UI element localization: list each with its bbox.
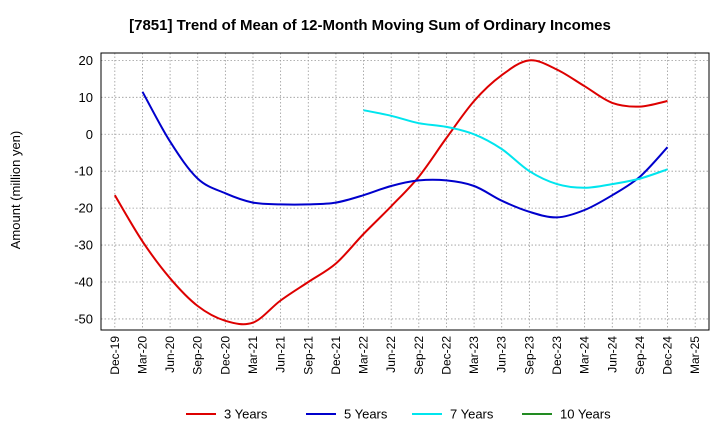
chart-title: [7851] Trend of Mean of 12-Month Moving …	[129, 17, 611, 34]
x-tick-label: Dec-20	[218, 336, 232, 375]
x-tick-label: Sep-20	[191, 336, 205, 375]
y-tick-label: -20	[74, 201, 93, 216]
x-tick-label: Mar-21	[246, 336, 260, 374]
x-tick-label: Dec-24	[661, 336, 675, 375]
x-tick-label: Mar-24	[578, 336, 592, 374]
y-axis-ticks: 20 10 0 -10 -20 -30 -40 -50	[74, 53, 93, 327]
x-tick-label: Mar-22	[357, 336, 371, 374]
legend: 3 Years 5 Years 7 Years 10 Years	[186, 407, 611, 422]
y-tick-label: 10	[79, 90, 93, 105]
legend-label: 5 Years	[344, 407, 388, 422]
y-tick-label: -50	[74, 311, 93, 326]
x-tick-label: Dec-21	[329, 336, 343, 375]
x-tick-label: Mar-20	[135, 336, 149, 374]
legend-label: 3 Years	[224, 407, 268, 422]
x-tick-label: Dec-22	[439, 336, 453, 375]
legend-item-10-years: 10 Years	[522, 407, 611, 422]
x-tick-label: Sep-23	[522, 336, 536, 375]
y-axis-label: Amount (million yen)	[8, 131, 23, 250]
x-tick-label: Jun-22	[384, 336, 398, 373]
x-tick-label: Dec-23	[550, 336, 564, 375]
x-tick-label: Sep-21	[301, 336, 315, 375]
legend-item-3-years: 3 Years	[186, 407, 268, 422]
series-line-3-years	[113, 59, 668, 326]
legend-label: 7 Years	[450, 407, 494, 422]
y-tick-label: 20	[79, 53, 93, 68]
x-tick-label: Jun-23	[495, 336, 509, 373]
x-tick-label: Jun-24	[605, 336, 619, 373]
y-tick-label: -40	[74, 274, 93, 289]
legend-label: 10 Years	[560, 407, 611, 422]
x-tick-label: Dec-19	[108, 336, 122, 375]
x-tick-label: Sep-22	[412, 336, 426, 375]
plot-area	[100, 52, 710, 331]
x-tick-label: Sep-24	[633, 336, 647, 375]
y-tick-label: -30	[74, 238, 93, 253]
legend-item-7-years: 7 Years	[412, 407, 494, 422]
x-tick-label: Jun-20	[163, 336, 177, 373]
series-lines	[113, 59, 669, 326]
x-tick-label: Mar-25	[688, 336, 702, 374]
x-tick-label: Mar-23	[467, 336, 481, 374]
x-tick-label: Jun-21	[274, 336, 288, 373]
x-axis-ticks: Dec-19 Mar-20 Jun-20 Sep-20 Dec-20 Mar-21 Jun-…	[108, 336, 702, 375]
grid-lines	[101, 53, 709, 330]
y-tick-label: -10	[74, 164, 93, 179]
series-line-5-years	[141, 91, 669, 219]
series-line-7-years	[363, 109, 668, 189]
y-tick-label: 0	[86, 127, 93, 142]
legend-item-5-years: 5 Years	[306, 407, 388, 422]
